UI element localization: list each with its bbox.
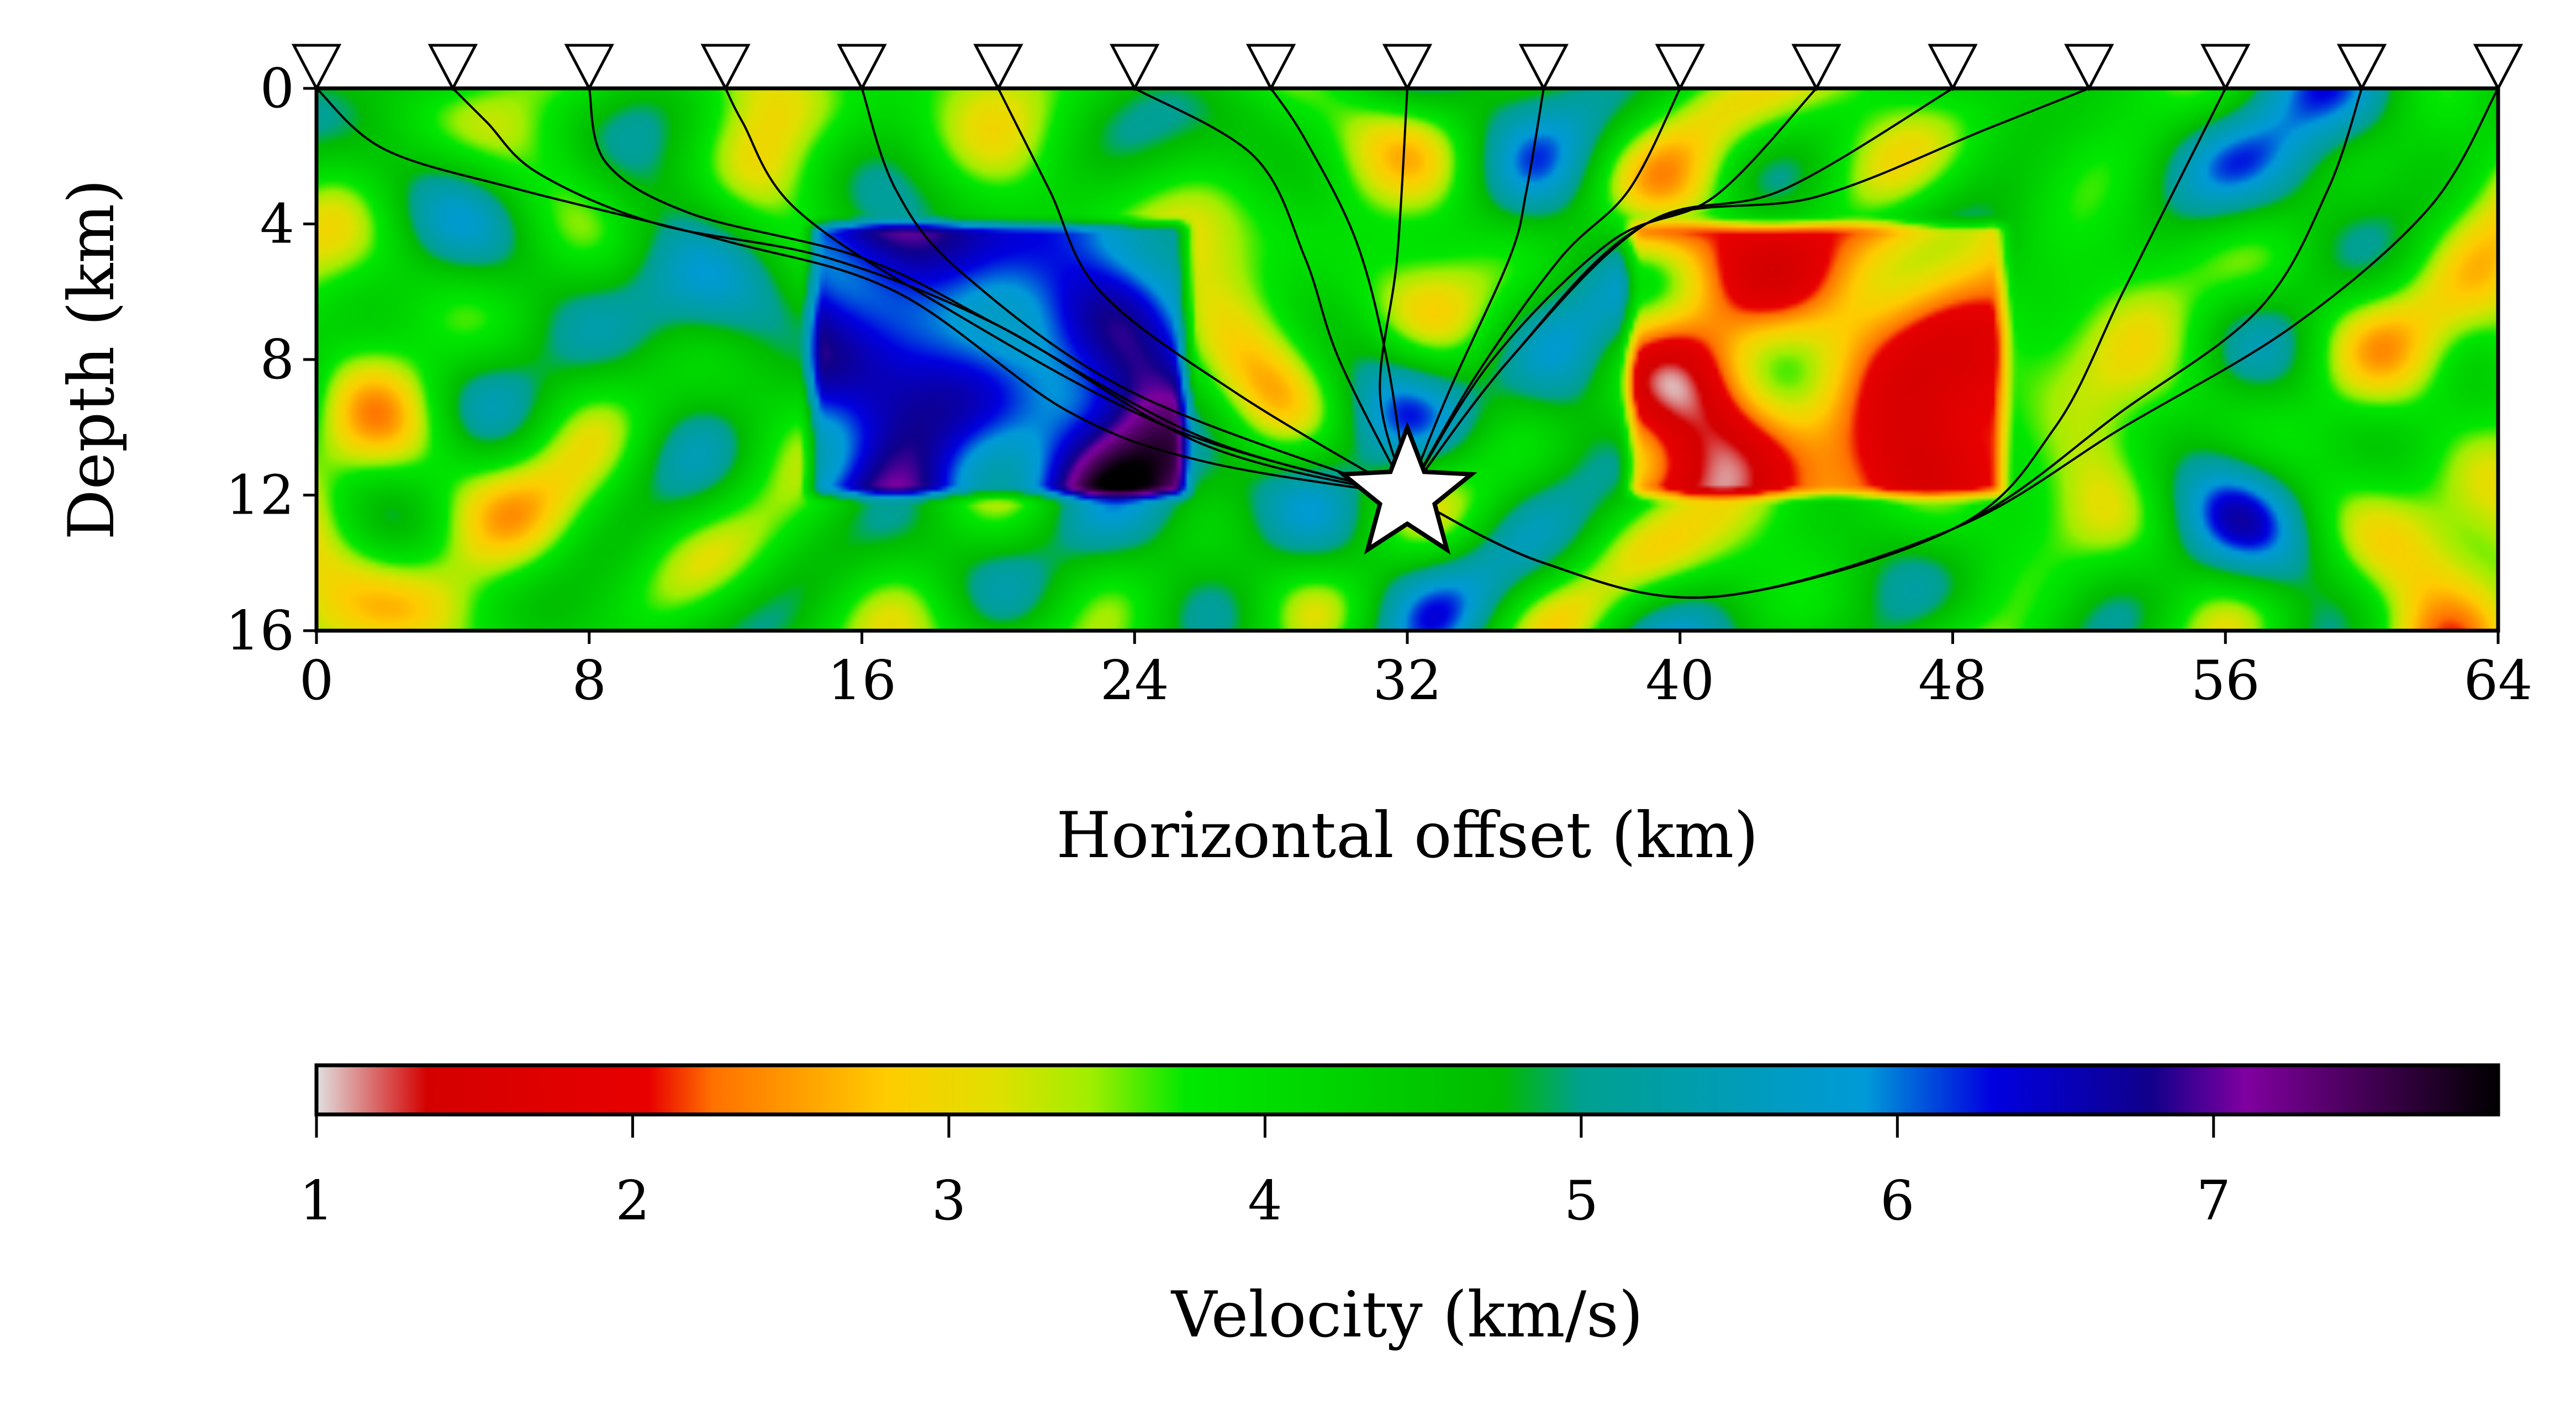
source-star	[1337, 421, 1477, 555]
receiver-marker	[1928, 44, 1978, 92]
ray-path	[1379, 88, 1408, 496]
receiver-marker	[1655, 44, 1705, 92]
source	[1337, 421, 1477, 555]
receiver-marker	[1245, 44, 1296, 92]
colorbar-tick-label: 5	[1564, 1170, 1598, 1233]
y-tick-label: 0	[260, 57, 294, 120]
x-tick-label: 56	[2191, 649, 2260, 712]
ray-path	[1406, 87, 1818, 496]
receiver-marker	[1518, 44, 1569, 92]
receiver-marker	[973, 44, 1023, 92]
colorbar-tick-label: 3	[932, 1170, 966, 1233]
ray-paths	[315, 87, 2499, 599]
ray-path	[724, 88, 1408, 496]
colorbar-ticks: 1 2 3 4 5 6 7	[299, 1114, 2231, 1233]
receiver-marker	[2064, 44, 2114, 92]
x-tick-label: 8	[572, 649, 606, 712]
ray-path	[452, 87, 1408, 496]
y-tick-label: 12	[225, 464, 294, 527]
colorbar-label: Velocity (km/s)	[1170, 1278, 1643, 1351]
colorbar-bar	[314, 1063, 2500, 1117]
receiver-marker	[2200, 44, 2251, 92]
y-axis-ticks: 0 4 8 12 16	[225, 57, 316, 663]
x-axis-ticks: 0 8 16 24 32 40 48 56 64	[299, 631, 2533, 712]
x-tick-label: 0	[299, 649, 334, 712]
receiver-marker	[564, 44, 614, 92]
y-tick-label: 4	[260, 193, 294, 256]
x-tick-label: 24	[1100, 649, 1169, 712]
colorbar-tick-label: 2	[615, 1170, 650, 1233]
colorbar-tick-label: 1	[299, 1170, 334, 1233]
x-tick-label: 16	[827, 649, 896, 712]
y-tick-label: 16	[225, 600, 294, 663]
ray-path	[997, 88, 1408, 496]
velocity-heatmap	[316, 88, 2498, 631]
colorbar-tick-label: 6	[1880, 1170, 1914, 1233]
colorbar-tick-label: 4	[1248, 1170, 1282, 1233]
receiver-marker	[1382, 44, 1433, 92]
x-tick-label: 48	[1918, 649, 1987, 712]
receivers	[291, 44, 2524, 92]
receiver-marker	[291, 44, 342, 92]
y-axis-label: Depth (km)	[55, 179, 128, 540]
ray-path	[1270, 87, 1408, 495]
receiver-marker	[2336, 44, 2387, 92]
ray-path	[1406, 88, 1681, 496]
x-axis-label: Horizontal offset (km)	[1056, 799, 1758, 872]
x-tick-label: 64	[2464, 649, 2533, 712]
x-tick-label: 40	[1645, 649, 1714, 712]
receiver-marker	[427, 44, 478, 92]
colorbar: 1 2 3 4 5 6 7 Velocity (km/s)	[299, 1063, 2500, 1351]
receiver-marker	[837, 44, 887, 92]
ray-path	[861, 88, 1408, 496]
ray-path	[1406, 87, 2090, 496]
receiver-marker	[700, 44, 751, 92]
receiver-marker	[2473, 44, 2524, 92]
ray-path	[1406, 88, 1545, 496]
receiver-marker	[1791, 44, 1841, 92]
y-tick-label: 8	[260, 329, 294, 392]
ray-path	[588, 88, 1408, 496]
ray-path	[1134, 87, 1408, 496]
ray-path	[315, 87, 1408, 496]
ray-path	[1407, 88, 2499, 599]
x-tick-label: 32	[1373, 649, 1442, 712]
receiver-marker	[1110, 44, 1160, 92]
colorbar-tick-label: 7	[2197, 1170, 2231, 1233]
